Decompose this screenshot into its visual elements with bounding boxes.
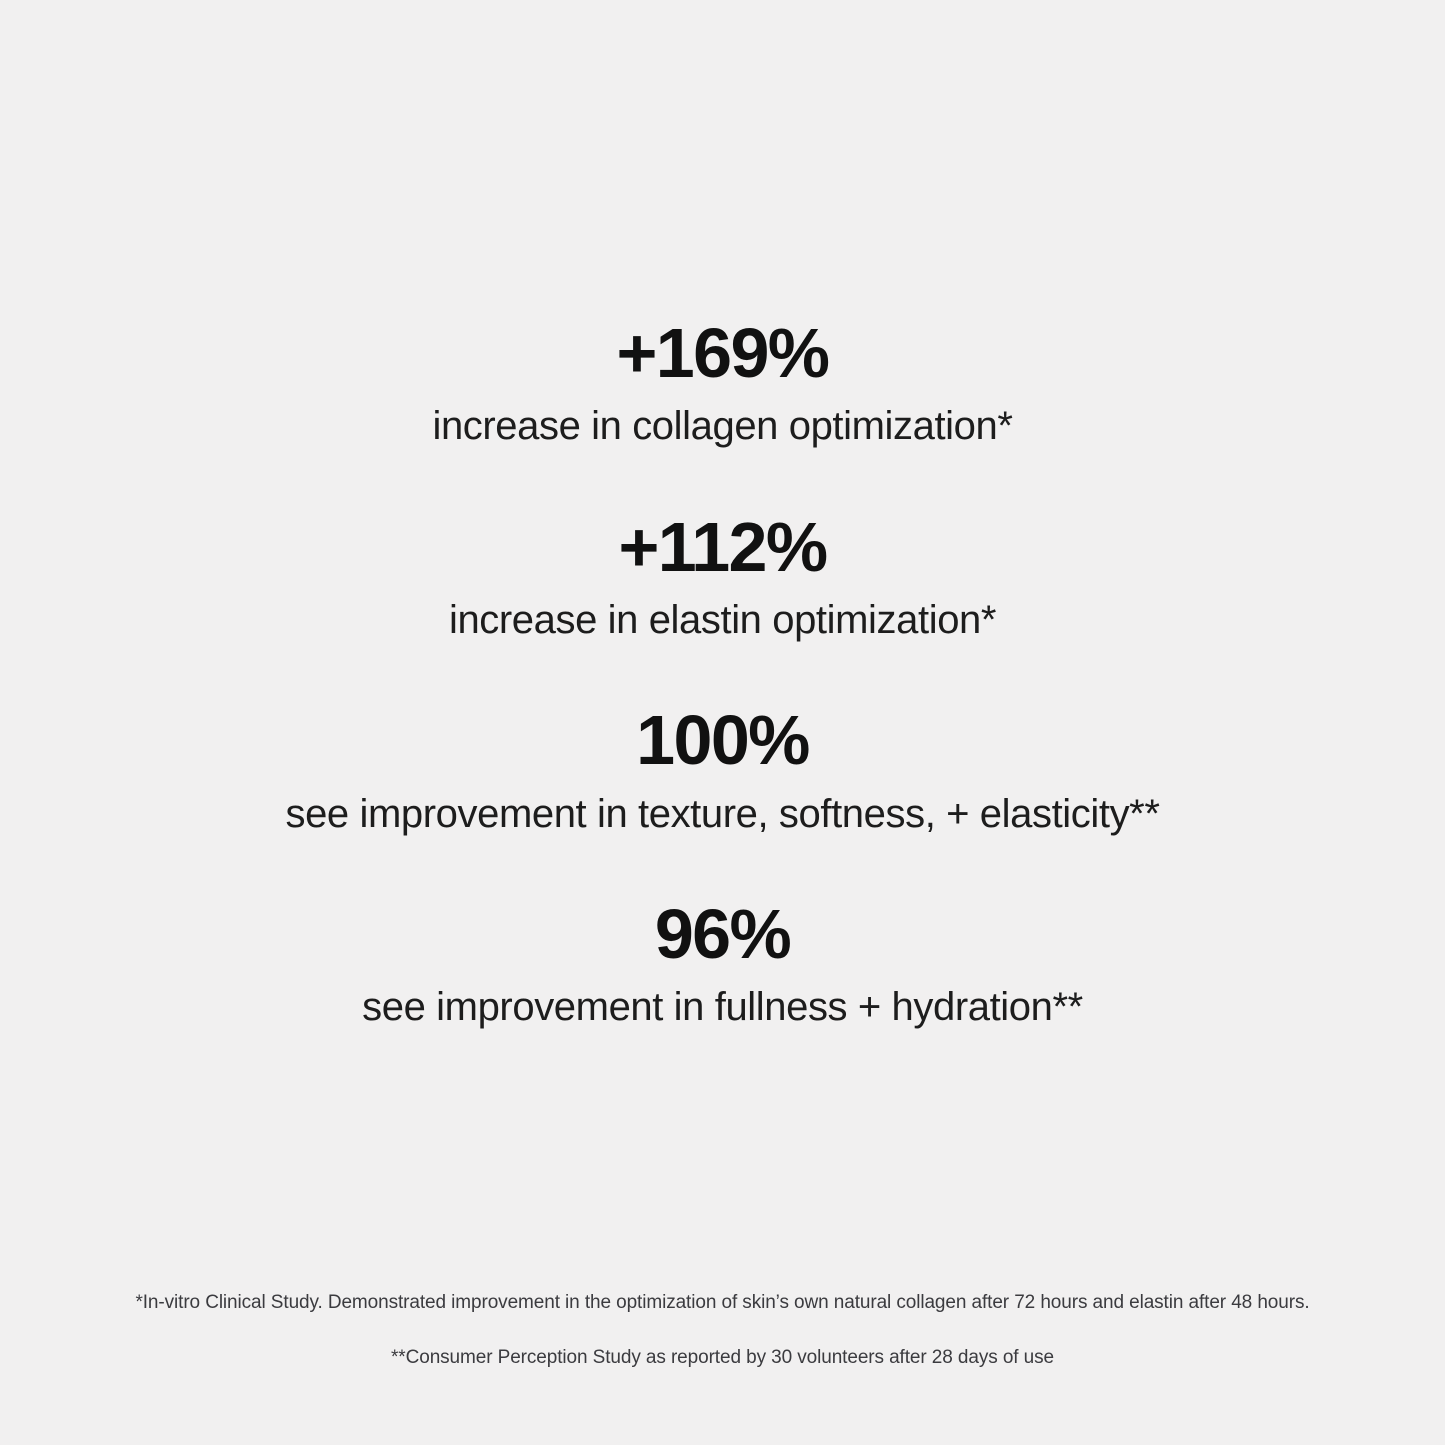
stat-label: increase in collagen optimization* bbox=[432, 404, 1013, 449]
stats-list: +169% increase in collagen optimization*… bbox=[0, 314, 1445, 1032]
stat-value: 100% bbox=[636, 701, 810, 780]
stat-value: +112% bbox=[618, 507, 828, 586]
stat-label: see improvement in texture, softness, + … bbox=[285, 791, 1160, 836]
footnotes: *In-vitro Clinical Study. Demonstrated i… bbox=[0, 1291, 1445, 1370]
stat-label: see improvement in fullness + hydration*… bbox=[362, 985, 1083, 1030]
footnote-secondary: **Consumer Perception Study as reported … bbox=[391, 1346, 1054, 1368]
stat-value: 96% bbox=[654, 894, 792, 973]
stat-block-elastin: +112% increase in elastin optimization* bbox=[0, 507, 1445, 645]
footnote-primary: *In-vitro Clinical Study. Demonstrated i… bbox=[135, 1292, 1310, 1313]
stat-label: increase in elastin optimization* bbox=[448, 597, 997, 642]
stat-block-fullness-hydration: 96% see improvement in fullness + hydrat… bbox=[0, 894, 1445, 1032]
stat-block-collagen: +169% increase in collagen optimization* bbox=[0, 314, 1445, 451]
stat-value: +169% bbox=[616, 314, 831, 392]
stat-block-texture-softness-elasticity: 100% see improvement in texture, softnes… bbox=[0, 701, 1445, 838]
